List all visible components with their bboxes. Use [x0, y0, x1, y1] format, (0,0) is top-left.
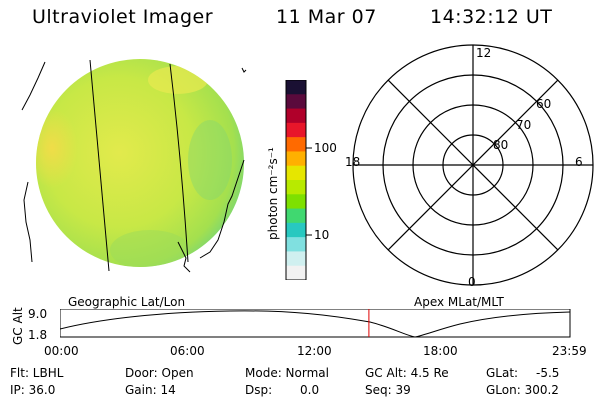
filter-info: Flt: LBHL: [10, 366, 64, 380]
colorbar-band: [286, 137, 306, 152]
glat-label: GLat:: [486, 366, 519, 380]
geographic-grid-lines: [89, 59, 189, 272]
dsp-label: Dsp:: [245, 383, 273, 397]
timeline-ytick-high: 9.0: [28, 307, 48, 321]
colorbar-band: [286, 251, 306, 267]
colorbar-band: [286, 108, 306, 124]
dsp-value: 0.0: [300, 383, 320, 397]
timeline-left-caption: Geographic Lat/Lon: [68, 295, 186, 309]
colorbar-band: [286, 80, 306, 95]
colorbar-band: [286, 122, 306, 138]
earth-disk: [36, 59, 244, 267]
colorbar-band: [286, 222, 306, 238]
colorbar-band: [286, 208, 306, 224]
timeline-xtick-1200: 12:00: [297, 344, 332, 358]
continent-outline: [21, 61, 247, 273]
altitude-curve: [60, 310, 571, 338]
colorbar-band: [286, 165, 306, 181]
glat-value: -5.5: [536, 366, 560, 380]
earth-disk-image: [21, 59, 247, 273]
door-info: Door: Open: [125, 366, 194, 380]
timeline-ytick-low: 1.8: [28, 328, 48, 342]
seq-info: Seq: 39: [365, 383, 411, 397]
observation-time: 14:32:12 UT: [430, 6, 553, 28]
timeline-xtick-2359: 23:59: [552, 344, 587, 358]
glon-info: GLon: 300.2: [486, 383, 559, 397]
gain-info: Gain: 14: [125, 383, 176, 397]
mode-info: Mode: Normal: [245, 366, 329, 380]
colorbar-band: [286, 265, 306, 280]
polar-grid-plot: 12 18 6 0 60 70 80: [345, 44, 594, 289]
mlt-label-12: 12: [476, 46, 491, 60]
colorbar-band: [286, 180, 306, 195]
gc-alt-info: GC Alt: 4.5 Re: [365, 366, 449, 380]
mlt-label-18: 18: [345, 155, 360, 169]
colorbar-band: [286, 237, 306, 252]
mlt-label-0: 0: [468, 275, 476, 289]
ip-info: IP: 36.0: [10, 383, 56, 397]
mlt-label-6: 6: [575, 155, 583, 169]
colorbar-scale: [285, 80, 312, 280]
colorbar-band: [286, 94, 306, 110]
lat-label-80: 80: [493, 138, 508, 152]
lat-label-70: 70: [516, 118, 531, 132]
colorbar-tick-10: 10: [314, 228, 330, 242]
colorbar-tick-100: 100: [314, 141, 337, 155]
timeline-xtick-0600: 06:00: [170, 344, 205, 358]
timeline-xtick-1800: 18:00: [423, 344, 458, 358]
colorbar-unit-label: photon cm⁻²s⁻¹: [266, 147, 280, 240]
observation-date: 11 Mar 07: [276, 6, 377, 28]
colorbar-band: [286, 151, 306, 167]
instrument-title: Ultraviolet Imager: [32, 6, 214, 28]
timeline-plot: [60, 309, 571, 338]
lat-label-60: 60: [536, 97, 551, 111]
timeline-right-caption: Apex MLat/MLT: [414, 295, 504, 309]
timeline-xtick-0000: 00:00: [44, 344, 79, 358]
timeline-axis-label: GC Alt: [11, 307, 25, 345]
colorbar-band: [286, 194, 306, 210]
